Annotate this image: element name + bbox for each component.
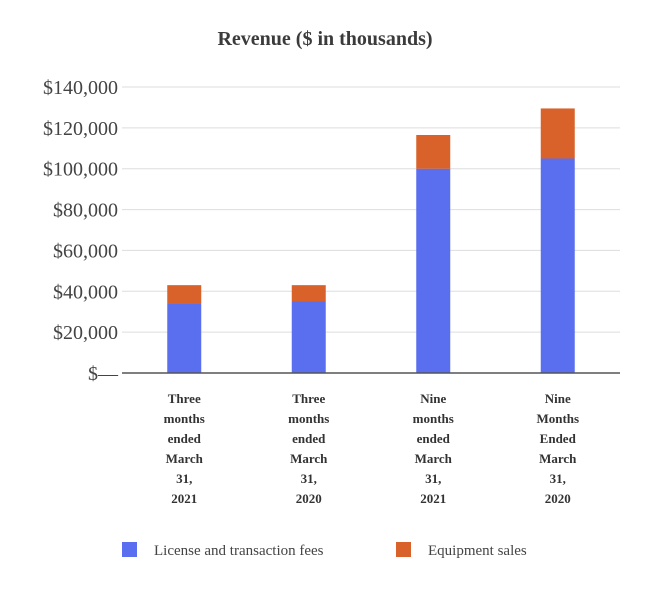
y-tick-label: $120,000 — [43, 118, 118, 140]
legend-label: Equipment sales — [428, 543, 527, 559]
y-tick-label: $100,000 — [43, 159, 118, 181]
bar-license-fees — [540, 158, 575, 373]
bar-equipment-sales — [167, 285, 202, 304]
x-category-label: Nine Months Ended March 31, 2020 — [536, 391, 579, 506]
legend-swatch — [396, 542, 411, 557]
bar-equipment-sales — [416, 135, 451, 169]
y-tick-label: $— — [88, 363, 119, 385]
x-category-label: Nine months ended March 31, 2021 — [413, 391, 454, 506]
legend-label: License and transaction fees — [154, 543, 324, 559]
bar-license-fees — [291, 301, 326, 373]
y-tick-label: $140,000 — [43, 77, 118, 99]
bar-license-fees — [416, 168, 451, 373]
y-tick-label: $60,000 — [53, 240, 118, 262]
y-tick-label: $20,000 — [53, 322, 118, 344]
bar-equipment-sales — [540, 108, 575, 159]
x-category-label: Three months ended March 31, 2020 — [288, 391, 329, 506]
legend-swatch — [122, 542, 137, 557]
bar-license-fees — [167, 303, 202, 373]
x-category-label: Three months ended March 31, 2021 — [164, 391, 205, 506]
y-tick-label: $80,000 — [53, 200, 118, 222]
bar-equipment-sales — [291, 285, 326, 302]
y-tick-label: $40,000 — [53, 281, 118, 303]
chart-title: Revenue ($ in thousands) — [217, 28, 433, 50]
